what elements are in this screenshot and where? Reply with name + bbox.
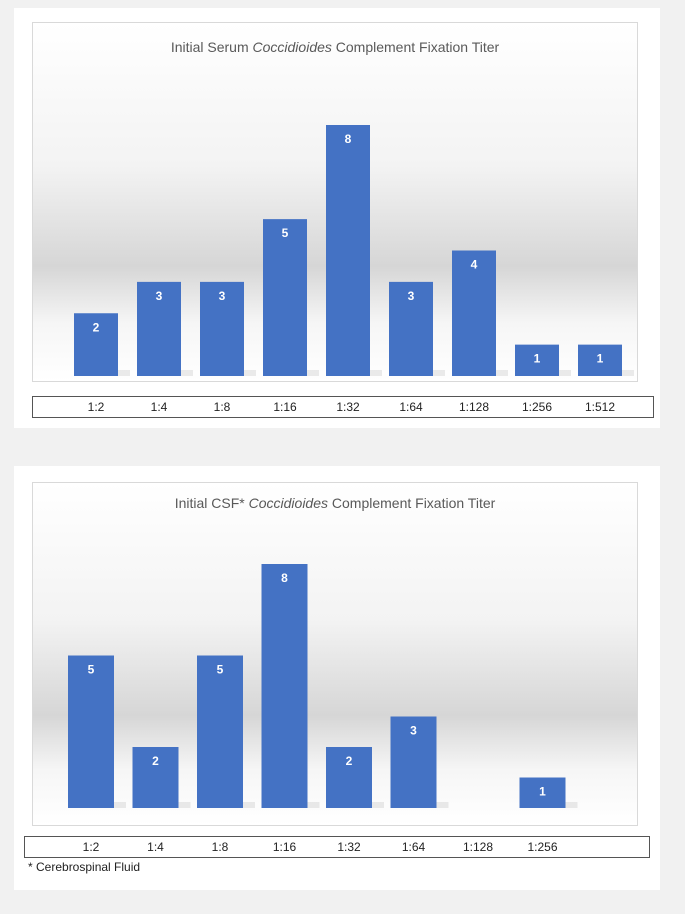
serum-data-label-1: 3 [156, 289, 163, 303]
csf-title-italic: Coccidioides [248, 495, 328, 511]
csf-data-label-0: 5 [88, 663, 95, 677]
csf-category-label-0: 1:2 [82, 840, 100, 854]
serum-data-label-0: 2 [93, 320, 100, 334]
serum-data-label-2: 3 [219, 289, 226, 303]
serum-bar-1 [137, 281, 181, 376]
serum-bar-8 [578, 344, 622, 376]
serum-bar-2 [200, 281, 244, 376]
csf-bar-7 [519, 777, 566, 808]
serum-data-label-3: 5 [282, 226, 289, 240]
serum-bar-0 [74, 313, 118, 376]
csf-category-label-7: 1:256 [527, 840, 558, 854]
csf-data-label-5: 3 [410, 724, 417, 738]
serum-data-label-5: 3 [408, 289, 415, 303]
csf-title-suffix: Complement Fixation Titer [328, 495, 496, 511]
serum-bar-7 [515, 344, 559, 376]
serum-title-italic: Coccidioides [252, 39, 332, 55]
serum-data-label-7: 1 [534, 352, 541, 366]
serum-chart-panel: Initial Serum Coccidioides Complement Fi… [14, 8, 660, 428]
csf-category-label-5: 1:64 [401, 840, 426, 854]
csf-bar-0 [68, 655, 114, 808]
serum-bar-4 [326, 125, 370, 376]
serum-category-label-4: 1:32 [336, 400, 360, 414]
csf-chart-title: Initial CSF* Coccidioides Complement Fix… [33, 495, 637, 511]
serum-category-label-2: 1:8 [213, 400, 231, 414]
serum-category-axis: 1:2 1:4 1:8 1:16 1:32 1:64 1:128 1:256 1:512 [32, 396, 654, 418]
serum-category-label-1: 1:4 [150, 400, 168, 414]
serum-data-label-4: 8 [345, 132, 352, 146]
serum-bar-6 [452, 250, 496, 376]
csf-plot-area: Initial CSF* Coccidioides Complement Fix… [32, 482, 638, 826]
serum-chart-title: Initial Serum Coccidioides Complement Fi… [33, 39, 637, 55]
csf-category-label-3: 1:16 [272, 840, 297, 854]
csf-bar-4 [326, 747, 372, 808]
serum-category-label-0: 1:2 [87, 400, 105, 414]
csf-category-label-6: 1:128 [462, 840, 494, 854]
serum-title-prefix: Initial Serum [170, 39, 253, 55]
csf-title-prefix: Initial CSF* [174, 495, 249, 511]
serum-bar-5 [389, 281, 433, 376]
csf-chart-panel: Initial CSF* Coccidioides Complement Fix… [14, 466, 660, 890]
csf-category-axis: 1:2 1:4 1:8 1:16 1:32 1:64 1:128 1:256 [24, 836, 650, 858]
csf-data-label-1: 2 [152, 754, 159, 768]
serum-category-label-8: 1:512 [584, 400, 616, 414]
serum-title-suffix: Complement Fixation Titer [331, 39, 500, 55]
csf-data-label-3: 8 [281, 571, 288, 585]
csf-category-label-2: 1:8 [211, 840, 229, 854]
csf-data-label-2: 5 [217, 663, 224, 677]
serum-category-label-7: 1:256 [521, 400, 553, 414]
serum-data-label-8: 1 [597, 352, 604, 366]
serum-data-label-6: 4 [471, 258, 478, 272]
serum-plot-area: Initial Serum Coccidioides Complement Fi… [32, 22, 638, 382]
csf-bar-chart: 5 2 5 8 2 3 1 [68, 564, 578, 808]
serum-bar-chart: 2 3 3 5 8 3 4 1 1 [74, 125, 634, 376]
csf-bar-5 [390, 716, 437, 808]
serum-category-label-3: 1:16 [273, 400, 297, 414]
csf-category-label-4: 1:32 [337, 840, 361, 854]
csf-footnote: * Cerebrospinal Fluid [28, 860, 141, 874]
serum-category-label-5: 1:64 [399, 400, 423, 414]
csf-bar-3 [261, 564, 308, 808]
csf-data-label-4: 2 [346, 754, 353, 768]
csf-bar-2 [197, 655, 243, 808]
csf-data-label-7: 1 [539, 785, 546, 799]
serum-category-label-6: 1:128 [458, 400, 490, 414]
csf-bar-1 [132, 747, 179, 808]
serum-bar-3 [263, 219, 307, 376]
csf-category-label-1: 1:4 [147, 840, 164, 854]
